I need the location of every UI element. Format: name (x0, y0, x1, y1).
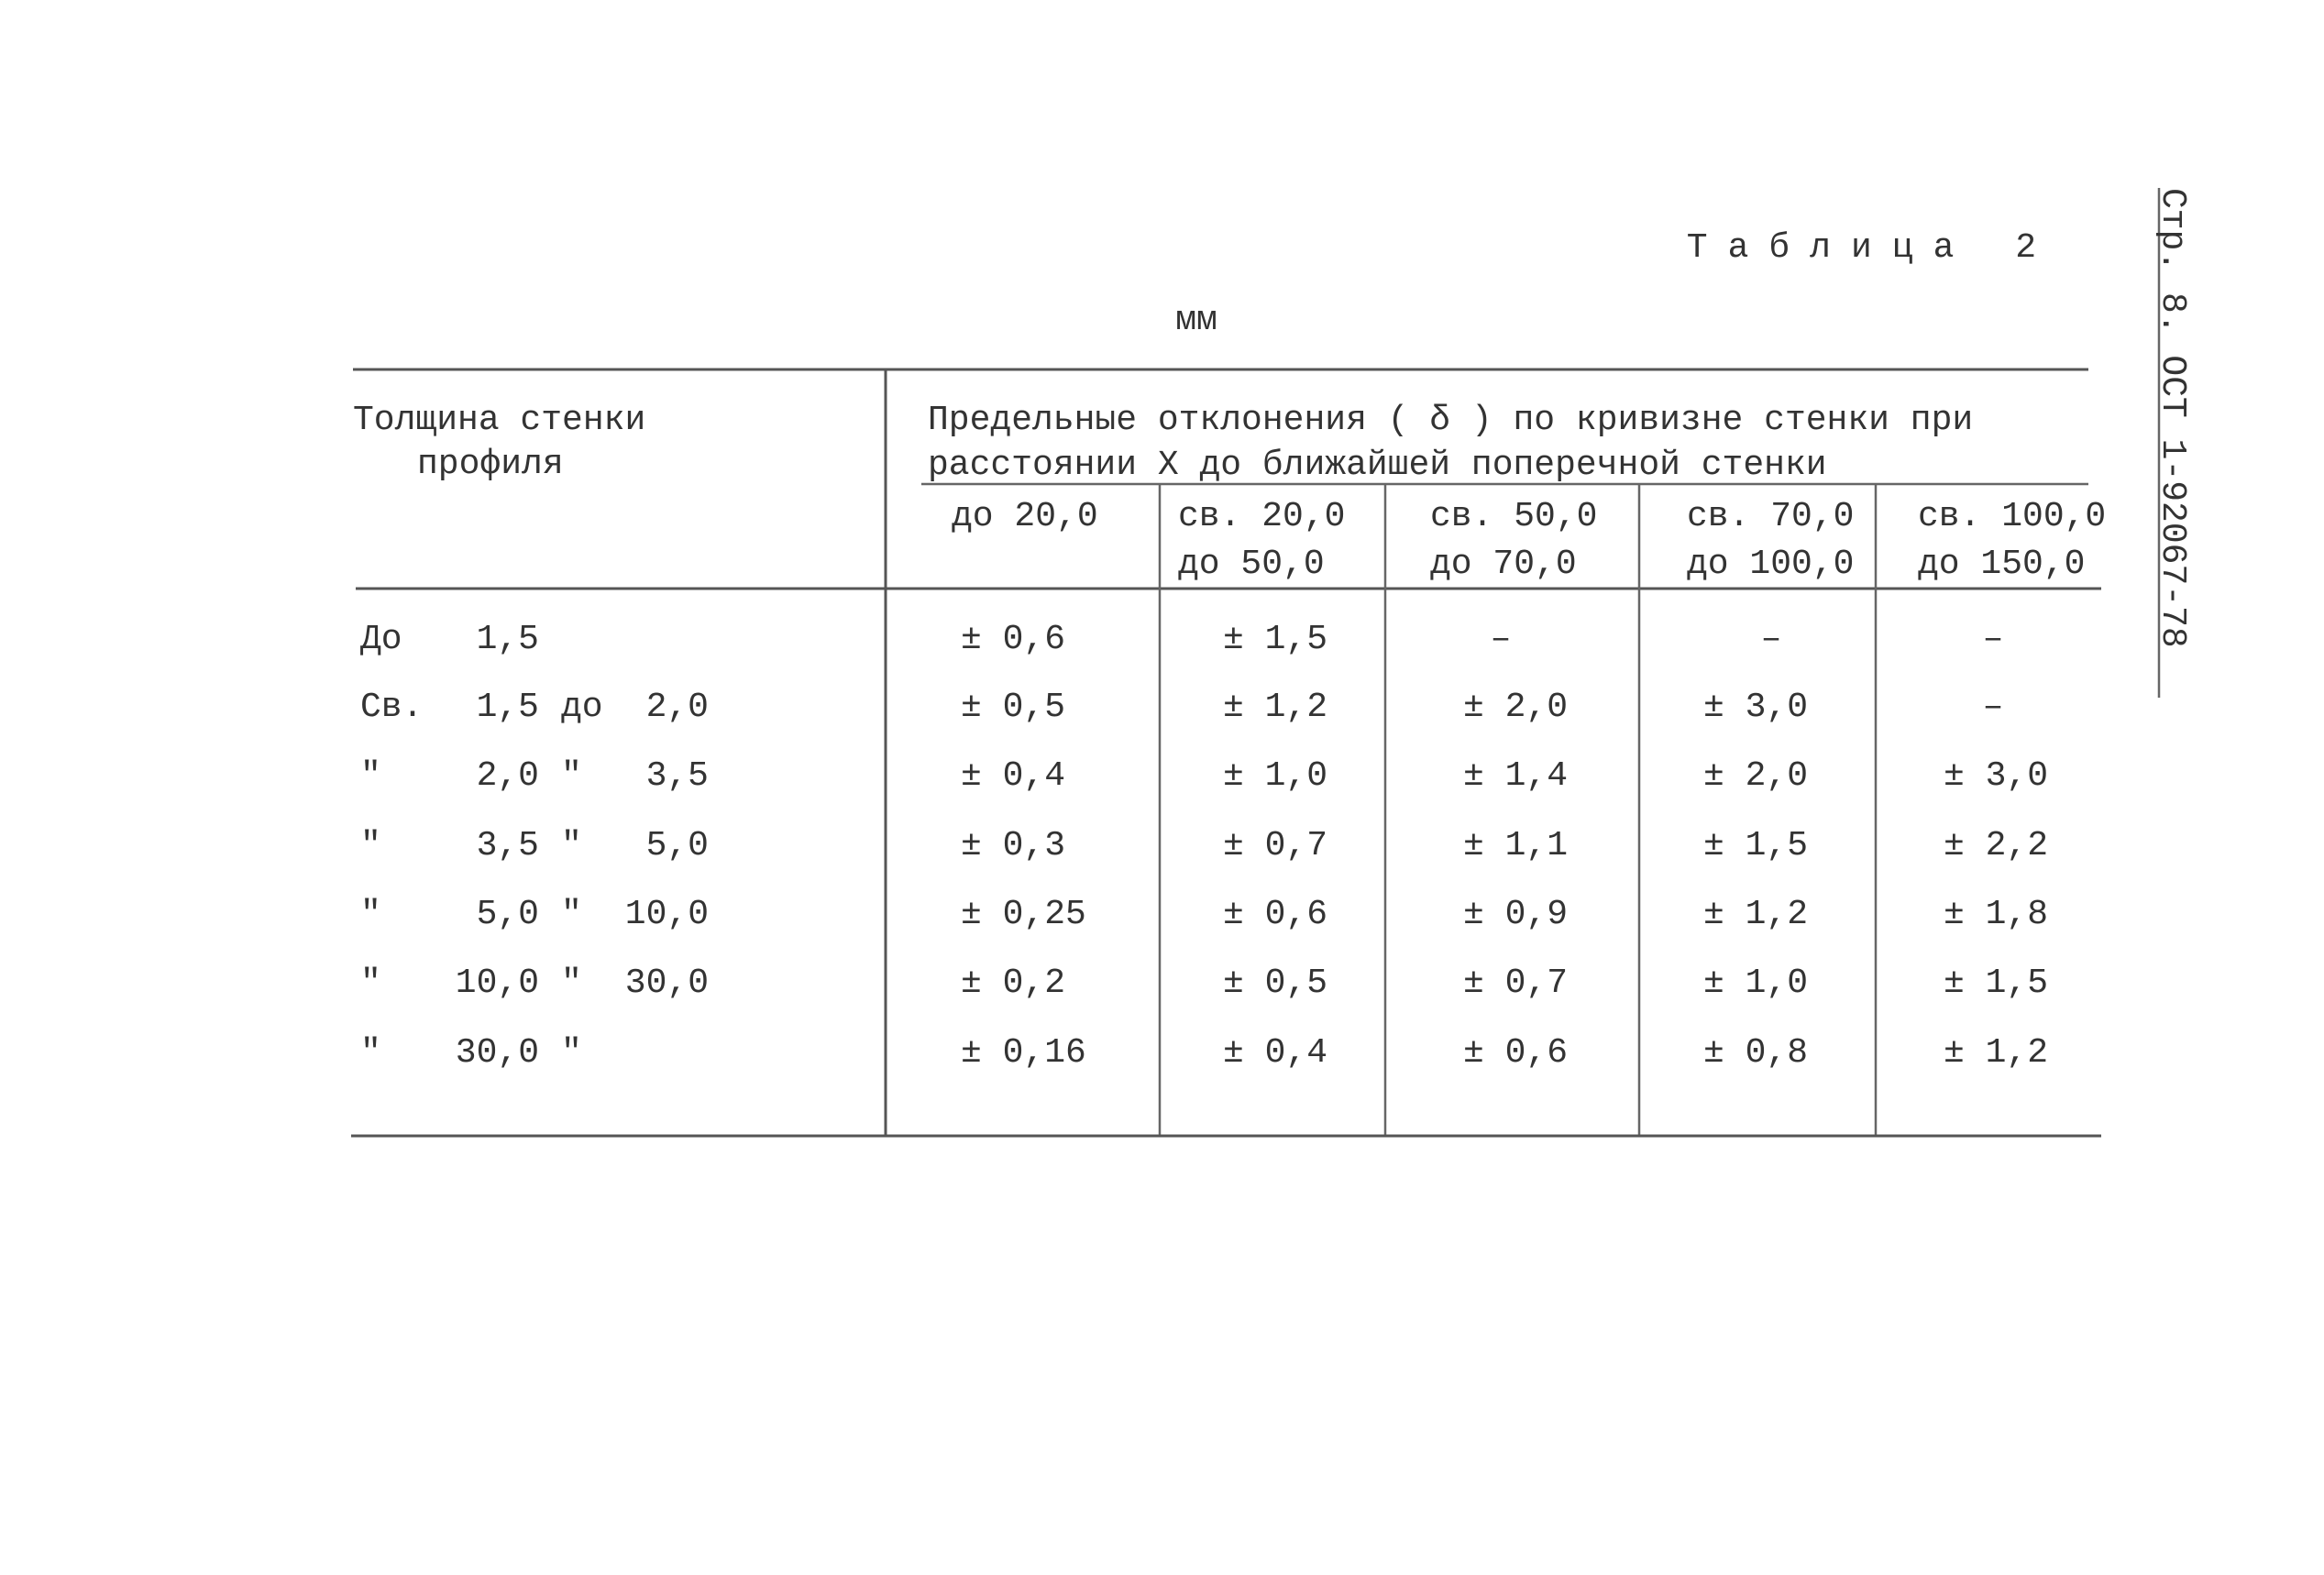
value-cell: ± 1,5 (1223, 620, 1327, 659)
value-cell: ± 0,4 (1223, 1033, 1327, 1073)
value-cell: ± 0,5 (961, 688, 1065, 727)
thickness-cell: 10,0 (625, 895, 709, 934)
value-cell: ± 0,2 (961, 964, 1065, 1003)
thickness-cell: до (561, 688, 603, 727)
column-header: до 50,0 (1178, 545, 1325, 584)
value-cell: ± 1,5 (1944, 964, 2048, 1003)
value-cell: – (1983, 620, 2004, 659)
value-cell: ± 0,6 (1223, 895, 1327, 934)
thickness-cell: ″ (561, 1033, 582, 1073)
column-header: до 70,0 (1430, 545, 1577, 584)
value-cell: ± 1,8 (1944, 895, 2048, 934)
value-cell: ± 2,2 (1944, 826, 2048, 865)
value-cell: ± 0,3 (961, 826, 1065, 865)
value-cell: ± 0,6 (961, 620, 1065, 659)
value-cell: ± 0,25 (961, 895, 1086, 934)
value-cell: ± 0,7 (1223, 826, 1327, 865)
value-cell: ± 2,0 (1463, 688, 1568, 727)
thickness-cell: До (360, 620, 402, 659)
value-cell: ± 0,6 (1463, 1033, 1568, 1073)
column-header: до 150,0 (1918, 545, 2085, 584)
thickness-cell: 2,0 (646, 688, 709, 727)
thickness-cell: ″ (360, 1033, 381, 1073)
value-cell: ± 0,9 (1463, 895, 1568, 934)
value-cell: ± 3,0 (1703, 688, 1808, 727)
thickness-cell: 1,5 (477, 688, 539, 727)
value-cell: ± 0,8 (1703, 1033, 1808, 1073)
side-label: Стр. 8. ОСТ 1-92067-78 (2153, 188, 2192, 648)
value-cell: ± 0,4 (961, 756, 1065, 796)
value-cell: ± 0,5 (1223, 964, 1327, 1003)
thickness-cell: 5,0 (646, 826, 709, 865)
value-cell: – (1761, 620, 1782, 659)
value-cell: ± 1,2 (1223, 688, 1327, 727)
thickness-cell: ″ (360, 895, 381, 934)
value-cell: ± 1,0 (1703, 964, 1808, 1003)
thickness-cell: ″ (360, 756, 381, 796)
thickness-cell: ″ (360, 826, 381, 865)
thickness-cell: 30,0 (625, 964, 709, 1003)
value-cell: – (1491, 620, 1512, 659)
thickness-cell: Св. (360, 688, 423, 727)
thickness-cell: 3,5 (477, 826, 539, 865)
column-header: св. 100,0 (1918, 497, 2106, 536)
header-cell: профиля (417, 445, 564, 484)
column-header: св. 50,0 (1430, 497, 1597, 536)
value-cell: ± 1,2 (1703, 895, 1808, 934)
value-cell: – (1983, 688, 2004, 727)
column-header: св. 20,0 (1178, 497, 1345, 536)
unit-label: мм (1175, 301, 1217, 340)
thickness-cell: 30,0 (456, 1033, 539, 1073)
thickness-cell: 2,0 (477, 756, 539, 796)
thickness-cell: ″ (360, 964, 381, 1003)
thickness-cell: ″ (561, 756, 582, 796)
column-header: до 100,0 (1687, 545, 1854, 584)
thickness-cell: ″ (561, 895, 582, 934)
thickness-cell: ″ (561, 826, 582, 865)
thickness-cell: 10,0 (456, 964, 539, 1003)
group-header: Предельные отклонения ( δ ) по кривизне … (928, 401, 1973, 440)
header-cell: Толщина стенки (353, 401, 645, 440)
value-cell: ± 1,4 (1463, 756, 1568, 796)
value-cell: ± 1,2 (1944, 1033, 2048, 1073)
value-cell: ± 0,16 (961, 1033, 1086, 1073)
value-cell: ± 1,5 (1703, 826, 1808, 865)
value-cell: ± 1,0 (1223, 756, 1327, 796)
value-cell: ± 0,7 (1463, 964, 1568, 1003)
column-header: до 20,0 (952, 497, 1098, 536)
table-title: Таблица 2 (1687, 228, 2056, 268)
value-cell: ± 3,0 (1944, 756, 2048, 796)
column-header: св. 70,0 (1687, 497, 1854, 536)
group-header: расстоянии X до ближайшей поперечной сте… (928, 446, 1827, 485)
value-cell: ± 1,1 (1463, 826, 1568, 865)
thickness-cell: 3,5 (646, 756, 709, 796)
thickness-cell: ″ (561, 964, 582, 1003)
thickness-cell: 1,5 (477, 620, 539, 659)
thickness-cell: 5,0 (477, 895, 539, 934)
value-cell: ± 2,0 (1703, 756, 1808, 796)
